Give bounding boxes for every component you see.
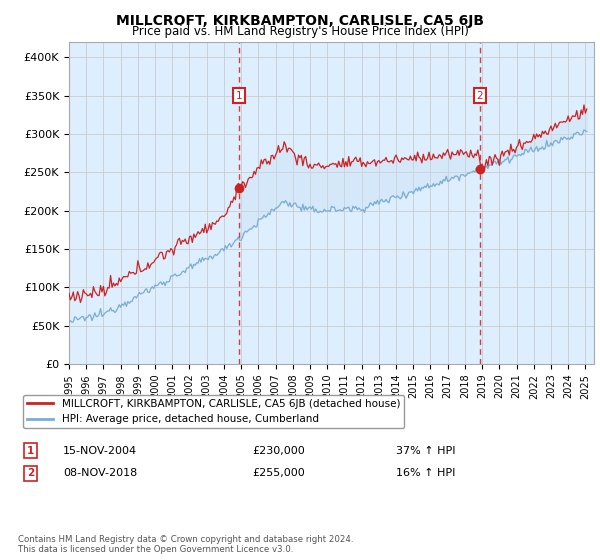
Text: 08-NOV-2018: 08-NOV-2018 [63, 468, 137, 478]
Text: 16% ↑ HPI: 16% ↑ HPI [396, 468, 455, 478]
Text: 2: 2 [27, 468, 34, 478]
Text: £230,000: £230,000 [252, 446, 305, 456]
Text: MILLCROFT, KIRKBAMPTON, CARLISLE, CA5 6JB: MILLCROFT, KIRKBAMPTON, CARLISLE, CA5 6J… [116, 14, 484, 28]
Text: £255,000: £255,000 [252, 468, 305, 478]
Text: 1: 1 [27, 446, 34, 456]
Text: 2: 2 [476, 91, 483, 101]
Text: Contains HM Land Registry data © Crown copyright and database right 2024.
This d: Contains HM Land Registry data © Crown c… [18, 535, 353, 554]
Text: Price paid vs. HM Land Registry's House Price Index (HPI): Price paid vs. HM Land Registry's House … [131, 25, 469, 38]
Legend: MILLCROFT, KIRKBAMPTON, CARLISLE, CA5 6JB (detached house), HPI: Average price, : MILLCROFT, KIRKBAMPTON, CARLISLE, CA5 6J… [23, 395, 404, 428]
Text: 1: 1 [236, 91, 242, 101]
Text: 37% ↑ HPI: 37% ↑ HPI [396, 446, 455, 456]
Text: 15-NOV-2004: 15-NOV-2004 [63, 446, 137, 456]
